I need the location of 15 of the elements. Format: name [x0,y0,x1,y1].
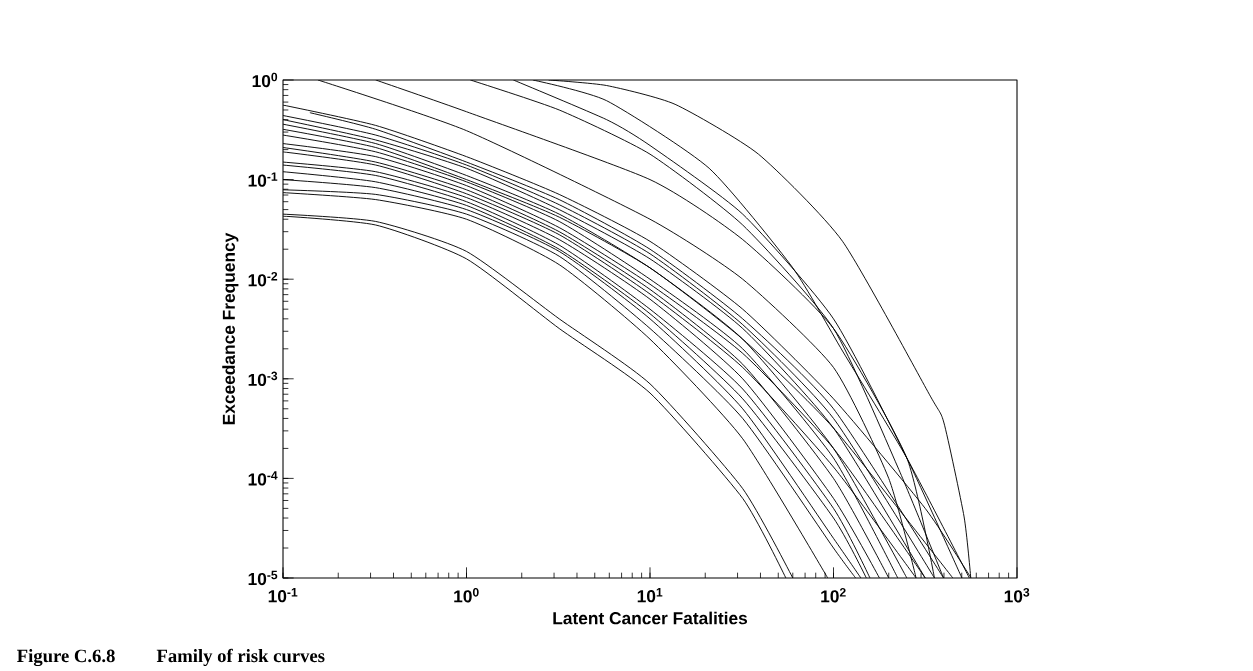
x-tick-label: 10$^{2}$ [821,588,846,603]
x-tick-label: 10$^{3}$ [1004,588,1030,603]
y-tick-label: 10$^{-1}$ [248,172,278,187]
y-axis-title: Exceedance Frequency [222,232,239,425]
y-tick-label: 10$^{-2}$ [248,271,278,287]
y-tick-label: 10$^{0}$ [252,72,278,88]
y-tick-label: 10$^{-3}$ [248,371,278,387]
text: Family of risk curves [156,648,325,667]
x-axis-title: Latent Cancer Fatalities [553,611,748,625]
x-tick-label: 10$^{1}$ [637,588,663,603]
text: Figure C.6.8 [17,649,115,667]
y-tick-label: 10$^{-4}$ [248,471,278,486]
y-tick-label: 10$^{-5}$ [248,570,278,586]
x-tick-label: 10$^{-1}$ [268,588,298,603]
x-tick-label: 10$^{0}$ [454,588,479,603]
